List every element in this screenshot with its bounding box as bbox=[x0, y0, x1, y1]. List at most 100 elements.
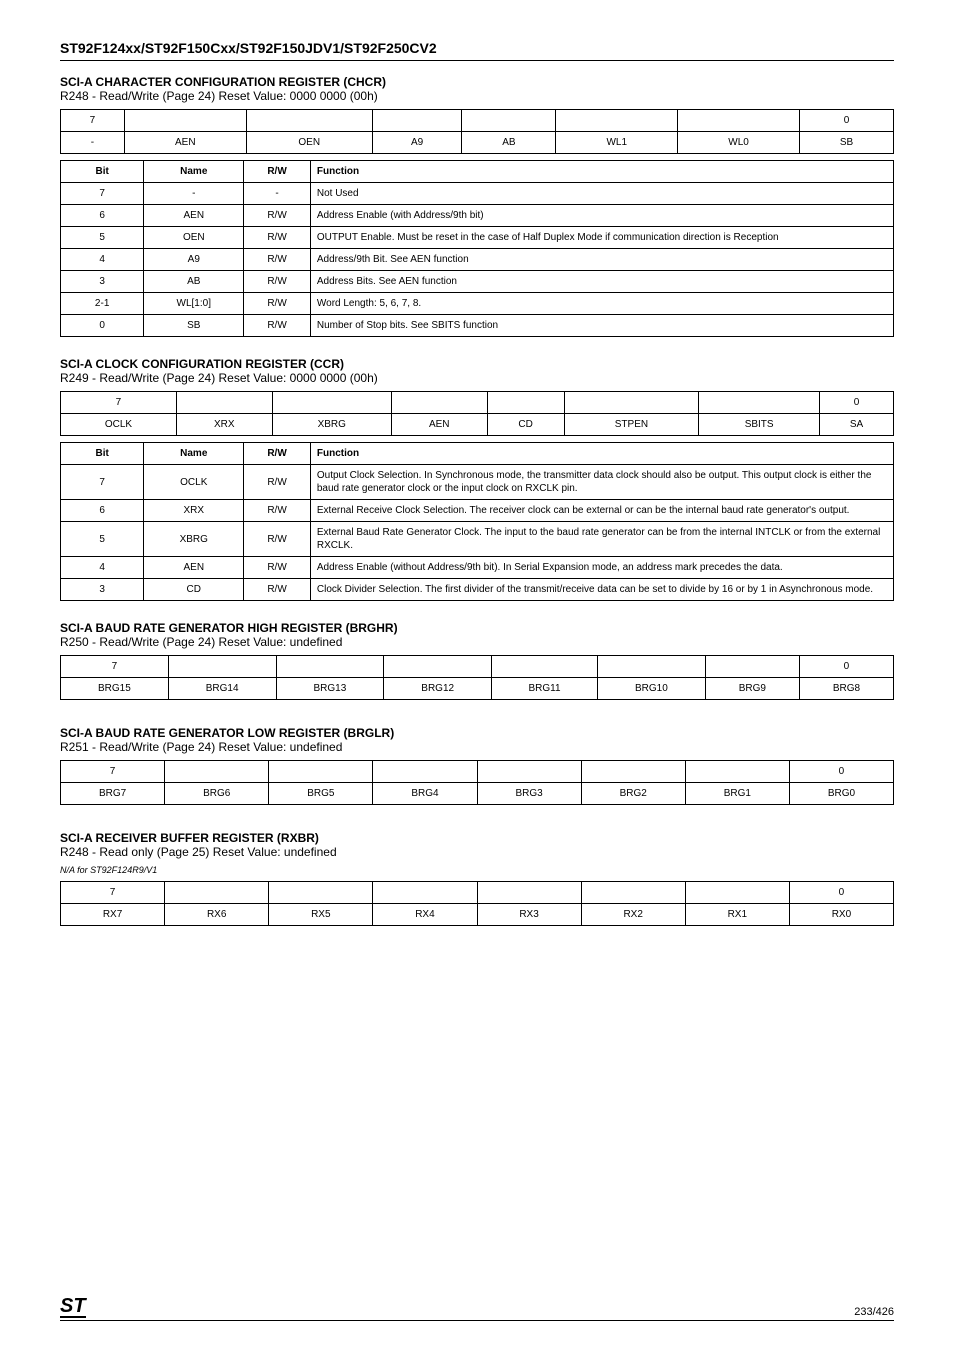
bit-header-cell bbox=[165, 761, 269, 783]
bit-name-cell: RX3 bbox=[477, 904, 581, 926]
desc-row: 3ABR/WAddress Bits. See AEN function bbox=[61, 271, 894, 293]
bit-header-cell bbox=[372, 110, 462, 132]
bit-table-chcr: 7 0 - AEN OEN A9 AB WL1 WL0 SB bbox=[60, 109, 894, 154]
reg-title-text: SCI-A CHARACTER CONFIGURATION REGISTER (… bbox=[60, 75, 386, 89]
cell-bit: 4 bbox=[61, 249, 144, 271]
bit-header-cell bbox=[705, 656, 799, 678]
bit-name-row: - AEN OEN A9 AB WL1 WL0 SB bbox=[61, 132, 894, 154]
cell-name: AEN bbox=[144, 205, 244, 227]
desc-table-ccr: Bit Name R/W Function 7OCLKR/WOutput Clo… bbox=[60, 442, 894, 601]
bit-header-cell bbox=[685, 882, 789, 904]
bit-name-row: BRG7 BRG6 BRG5 BRG4 BRG3 BRG2 BRG1 BRG0 bbox=[61, 783, 894, 805]
bit-table-brghr: 7 0 BRG15 BRG14 BRG13 BRG12 BRG11 BRG10 … bbox=[60, 655, 894, 700]
cell-name: OEN bbox=[144, 227, 244, 249]
bit-name-cell: BRG5 bbox=[269, 783, 373, 805]
reg-meta-text: R248 - Read/Write (Page 24) Reset Value:… bbox=[60, 89, 378, 103]
bit-header-row: 7 0 bbox=[61, 882, 894, 904]
desc-row: 5OENR/WOUTPUT Enable. Must be reset in t… bbox=[61, 227, 894, 249]
bit-header-cell: 7 bbox=[61, 761, 165, 783]
col-bit: Bit bbox=[61, 443, 144, 465]
bit-header-cell bbox=[487, 392, 564, 414]
bit-header-cell: 0 bbox=[799, 110, 893, 132]
cell-func: Number of Stop bits. See SBITS function bbox=[310, 315, 893, 337]
bit-header-cell: 0 bbox=[799, 656, 893, 678]
cell-rw: R/W bbox=[244, 557, 311, 579]
cell-bit: 3 bbox=[61, 271, 144, 293]
cell-bit: 5 bbox=[61, 227, 144, 249]
bit-name-cell: BRG12 bbox=[384, 678, 492, 700]
bit-name-cell: BRG2 bbox=[581, 783, 685, 805]
bit-name-cell: AEN bbox=[391, 414, 487, 436]
bit-header-cell bbox=[124, 110, 246, 132]
page-footer: ST 233/426 bbox=[60, 1296, 894, 1321]
bit-name-cell: AEN bbox=[124, 132, 246, 154]
cell-rw: R/W bbox=[244, 205, 311, 227]
cell-name: CD bbox=[144, 579, 244, 601]
bit-name-cell: BRG8 bbox=[799, 678, 893, 700]
reg-meta-text: R248 - Read only (Page 25) Reset Value: … bbox=[60, 845, 337, 859]
bit-header-cell bbox=[477, 761, 581, 783]
cell-func: External Baud Rate Generator Clock. The … bbox=[310, 522, 893, 557]
bit-header-cell bbox=[168, 656, 276, 678]
bit-name-cell: SB bbox=[799, 132, 893, 154]
bit-name-cell: BRG11 bbox=[492, 678, 598, 700]
bit-header-cell bbox=[699, 392, 820, 414]
col-name: Name bbox=[144, 161, 244, 183]
desc-row: 4AENR/WAddress Enable (without Address/9… bbox=[61, 557, 894, 579]
reg-title-text: SCI-A CLOCK CONFIGURATION REGISTER (CCR) bbox=[60, 357, 344, 371]
cell-bit: 0 bbox=[61, 315, 144, 337]
col-rw: R/W bbox=[244, 443, 311, 465]
bit-name-cell: OCLK bbox=[61, 414, 177, 436]
bit-name-cell: BRG0 bbox=[789, 783, 893, 805]
cell-rw: R/W bbox=[244, 293, 311, 315]
bit-table-ccr: 7 0 OCLK XRX XBRG AEN CD STPEN SBITS SA bbox=[60, 391, 894, 436]
cell-bit: 2-1 bbox=[61, 293, 144, 315]
bit-header-cell bbox=[269, 761, 373, 783]
cell-rw: R/W bbox=[244, 249, 311, 271]
bit-name-cell: RX1 bbox=[685, 904, 789, 926]
bit-header-cell bbox=[373, 882, 477, 904]
bit-header-cell bbox=[269, 882, 373, 904]
bit-header-row: 7 0 bbox=[61, 761, 894, 783]
bit-name-cell: RX2 bbox=[581, 904, 685, 926]
desc-row: 7--Not Used bbox=[61, 183, 894, 205]
cell-name: AEN bbox=[144, 557, 244, 579]
bit-header-row: 7 0 bbox=[61, 656, 894, 678]
col-func: Function bbox=[310, 161, 893, 183]
register-title-ccr: SCI-A CLOCK CONFIGURATION REGISTER (CCR)… bbox=[60, 357, 894, 385]
cell-func: Address Bits. See AEN function bbox=[310, 271, 893, 293]
cell-rw: - bbox=[244, 183, 311, 205]
col-name: Name bbox=[144, 443, 244, 465]
bit-table-rxbr: 7 0 RX7 RX6 RX5 RX4 RX3 RX2 RX1 RX0 bbox=[60, 881, 894, 926]
bit-name-cell: - bbox=[61, 132, 125, 154]
bit-name-cell: BRG15 bbox=[61, 678, 169, 700]
reg-title-text: SCI-A BAUD RATE GENERATOR HIGH REGISTER … bbox=[60, 621, 398, 635]
bit-header-cell bbox=[272, 392, 391, 414]
desc-header-row: Bit Name R/W Function bbox=[61, 443, 894, 465]
desc-row: 3CDR/WClock Divider Selection. The first… bbox=[61, 579, 894, 601]
bit-header-cell bbox=[373, 761, 477, 783]
bit-name-cell: OEN bbox=[246, 132, 372, 154]
cell-rw: R/W bbox=[244, 465, 311, 500]
bit-header-cell: 7 bbox=[61, 882, 165, 904]
bit-name-row: RX7 RX6 RX5 RX4 RX3 RX2 RX1 RX0 bbox=[61, 904, 894, 926]
bit-header-cell bbox=[564, 392, 698, 414]
bit-header-cell bbox=[462, 110, 556, 132]
bit-table-brglr: 7 0 BRG7 BRG6 BRG5 BRG4 BRG3 BRG2 BRG1 B… bbox=[60, 760, 894, 805]
bit-name-cell: BRG14 bbox=[168, 678, 276, 700]
bit-header-cell: 0 bbox=[789, 882, 893, 904]
bit-header-cell: 7 bbox=[61, 110, 125, 132]
register-title-rxbr: SCI-A RECEIVER BUFFER REGISTER (RXBR) R2… bbox=[60, 831, 894, 859]
cell-bit: 5 bbox=[61, 522, 144, 557]
cell-name: A9 bbox=[144, 249, 244, 271]
desc-row: 4A9R/WAddress/9th Bit. See AEN function bbox=[61, 249, 894, 271]
cell-rw: R/W bbox=[244, 522, 311, 557]
page-number: 233/426 bbox=[854, 1306, 894, 1318]
desc-row: 2-1WL[1:0]R/WWord Length: 5, 6, 7, 8. bbox=[61, 293, 894, 315]
bit-header-cell: 0 bbox=[789, 761, 893, 783]
cell-func: Word Length: 5, 6, 7, 8. bbox=[310, 293, 893, 315]
desc-table-chcr: Bit Name R/W Function 7--Not Used 6AENR/… bbox=[60, 160, 894, 337]
page-header-title: ST92F124xx/ST92F150Cxx/ST92F150JDV1/ST92… bbox=[60, 40, 894, 56]
col-bit: Bit bbox=[61, 161, 144, 183]
reg-title-text: SCI-A RECEIVER BUFFER REGISTER (RXBR) bbox=[60, 831, 319, 845]
